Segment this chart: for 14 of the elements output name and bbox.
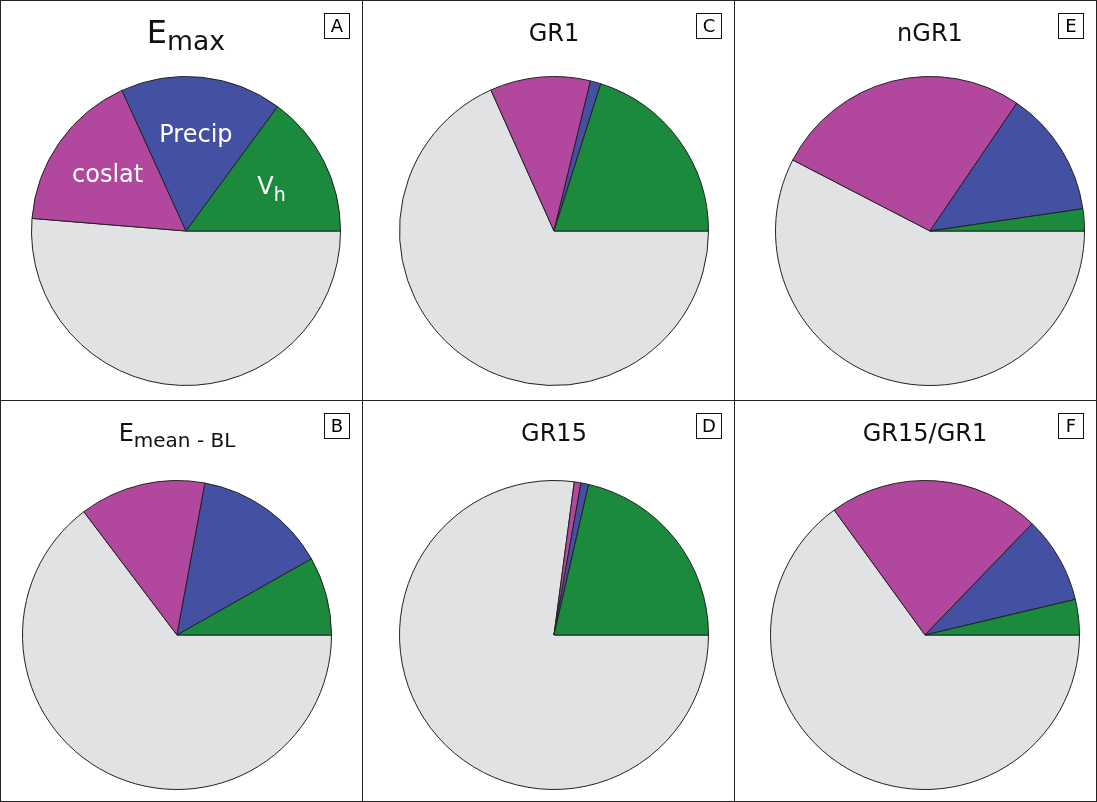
text: A bbox=[324, 13, 350, 39]
slice-label: Precip bbox=[159, 119, 233, 148]
text: E bbox=[1058, 13, 1084, 39]
text: F bbox=[1058, 413, 1084, 439]
chart-title: GR1 bbox=[527, 19, 581, 47]
chart-title: GR15/GR1 bbox=[862, 419, 988, 447]
text: B bbox=[324, 413, 350, 439]
text: D bbox=[696, 413, 722, 439]
slice-label: coslat bbox=[72, 160, 144, 189]
chart-title: E$_{max}$ bbox=[146, 13, 226, 57]
chart-title: nGR1 bbox=[897, 19, 963, 47]
text: C bbox=[696, 13, 722, 39]
chart-title: GR15 bbox=[520, 419, 588, 447]
chart-title: E$_{mean - BL}$ bbox=[117, 419, 237, 452]
